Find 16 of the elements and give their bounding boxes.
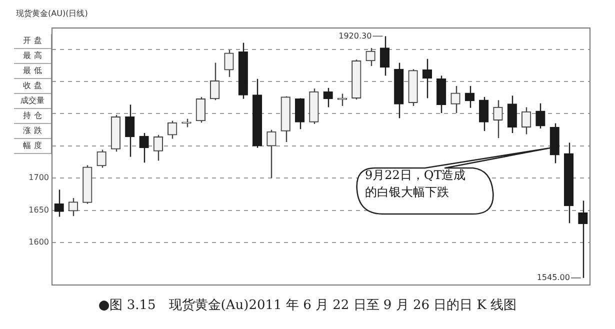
annotation: 1920.30 bbox=[338, 31, 372, 40]
y-tick-label: 1600 bbox=[28, 238, 49, 247]
text: 持 仓 bbox=[14, 109, 51, 124]
text: 收 盘 bbox=[14, 79, 51, 94]
text: ●图 3.15 现货黄金(Au)2011 年 6 月 22 日至 9 月 26 日的日 K 线图 bbox=[97, 297, 518, 314]
y-tick-label: 1650 bbox=[28, 205, 49, 214]
annotation: 9月22日，QT造成的白银大幅下跌 bbox=[365, 167, 467, 201]
text: 涨 跌 bbox=[14, 124, 51, 139]
text: 最 高 bbox=[14, 49, 51, 64]
y-tick-label: 1700 bbox=[28, 173, 49, 182]
annotation: 1545.00 bbox=[536, 272, 570, 282]
text: 幅 度 bbox=[14, 139, 51, 154]
text: 成交量 bbox=[14, 94, 51, 109]
chart-subtitle: 现货黄金(AU)(日线) bbox=[16, 8, 88, 19]
text: 开 盘 bbox=[14, 34, 51, 49]
text: 最 低 bbox=[14, 64, 51, 79]
